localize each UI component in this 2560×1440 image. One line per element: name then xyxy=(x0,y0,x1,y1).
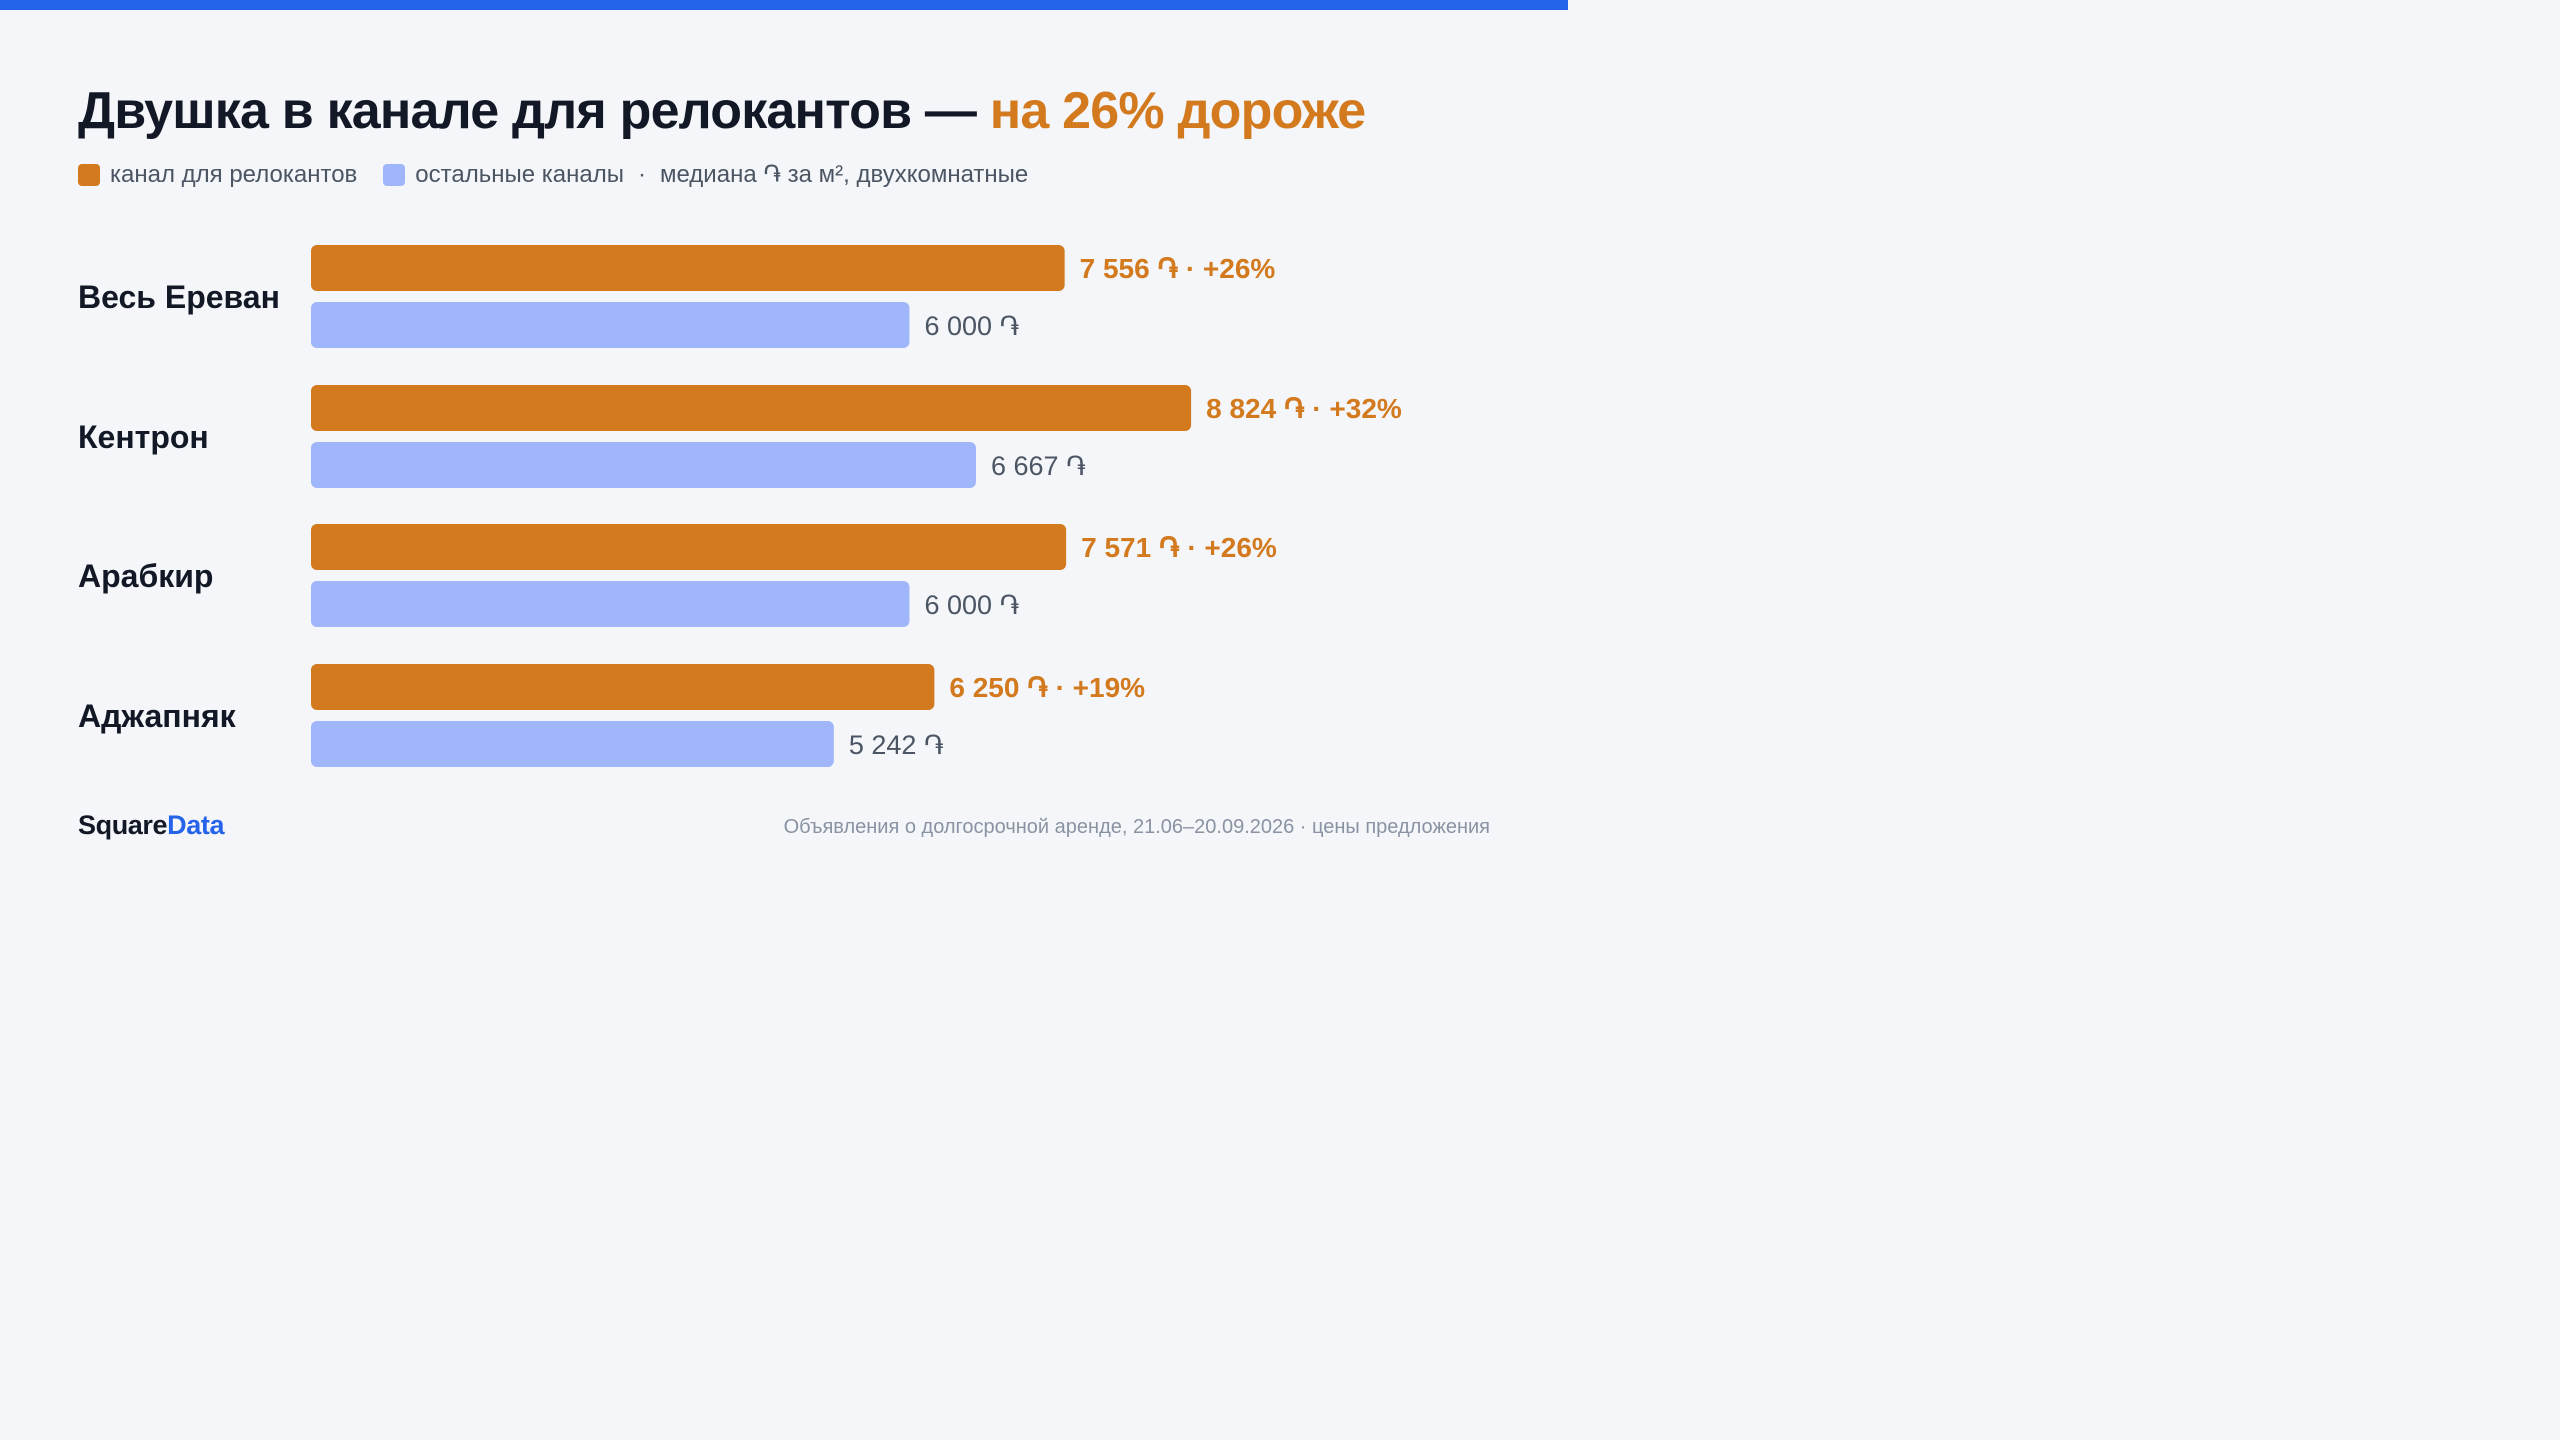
bar-value-label-relocant: 7 556 ֏ · +26% xyxy=(1080,253,1276,284)
category-label: Арабкир xyxy=(78,558,214,594)
bar-value-label-other: 6 667 ֏ xyxy=(991,451,1086,481)
bar-value-label-relocant: 6 250 ֏ · +19% xyxy=(949,672,1145,703)
legend-separator: · xyxy=(637,161,646,188)
category-label: Кентрон xyxy=(78,419,209,455)
bar-other xyxy=(311,721,834,767)
brand-part-b: Data xyxy=(167,810,225,840)
brand-logo: SquareData xyxy=(78,808,224,842)
legend-label-secondary: остальные каналы xyxy=(415,161,624,188)
bar-relocant xyxy=(311,664,935,710)
title-main: Двушка в канале для релокантов — xyxy=(78,82,990,140)
bar-relocant xyxy=(311,524,1067,570)
legend-label-primary: канал для релокантов xyxy=(110,161,358,188)
category-label: Весь Ереван xyxy=(78,279,280,315)
bar-value-label-relocant: 8 824 ֏ · +32% xyxy=(1206,393,1402,424)
brand-part-a: Square xyxy=(78,810,168,840)
page-title: Двушка в канале для релокантов — на 26% … xyxy=(78,80,1366,142)
legend: канал для релокантов остальные каналы · … xyxy=(78,160,1028,190)
bar-relocant xyxy=(311,245,1065,291)
bar-other xyxy=(311,302,910,348)
title-accent: на 26% дороже xyxy=(989,82,1366,140)
bar-value-label-other: 5 242 ֏ xyxy=(849,730,944,760)
bar-relocant xyxy=(311,385,1192,431)
bar-value-label-other: 6 000 ֏ xyxy=(924,590,1019,620)
bar-value-label-other: 6 000 ֏ xyxy=(924,311,1019,341)
top-accent-bar xyxy=(0,0,1568,10)
legend-swatch-primary xyxy=(78,164,100,186)
legend-swatch-secondary xyxy=(383,164,406,186)
bar-other xyxy=(311,581,910,627)
bar-chart: 7 556 ֏ · +26% 6 000 ֏ 8 824 ֏ · +32% 6 667… xyxy=(311,245,1402,767)
legend-note: медиана ֏ за м², двухкомнатные xyxy=(659,161,1029,188)
source-note: Объявления о долгосрочной аренде, 21.06–… xyxy=(783,816,1490,838)
bar-other xyxy=(311,442,976,488)
bar-value-label-relocant: 7 571 ֏ · +26% xyxy=(1081,532,1277,563)
category-label: Аджапняк xyxy=(78,698,236,734)
